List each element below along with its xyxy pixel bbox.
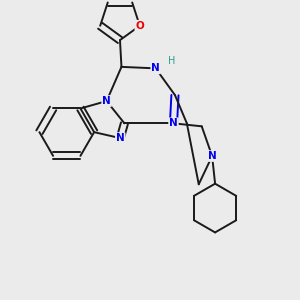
Text: N: N xyxy=(169,118,178,128)
Text: N: N xyxy=(102,96,111,106)
Text: O: O xyxy=(135,21,144,31)
Text: H: H xyxy=(168,56,176,66)
Text: N: N xyxy=(151,63,160,74)
Text: N: N xyxy=(208,151,217,161)
Text: N: N xyxy=(116,133,125,143)
